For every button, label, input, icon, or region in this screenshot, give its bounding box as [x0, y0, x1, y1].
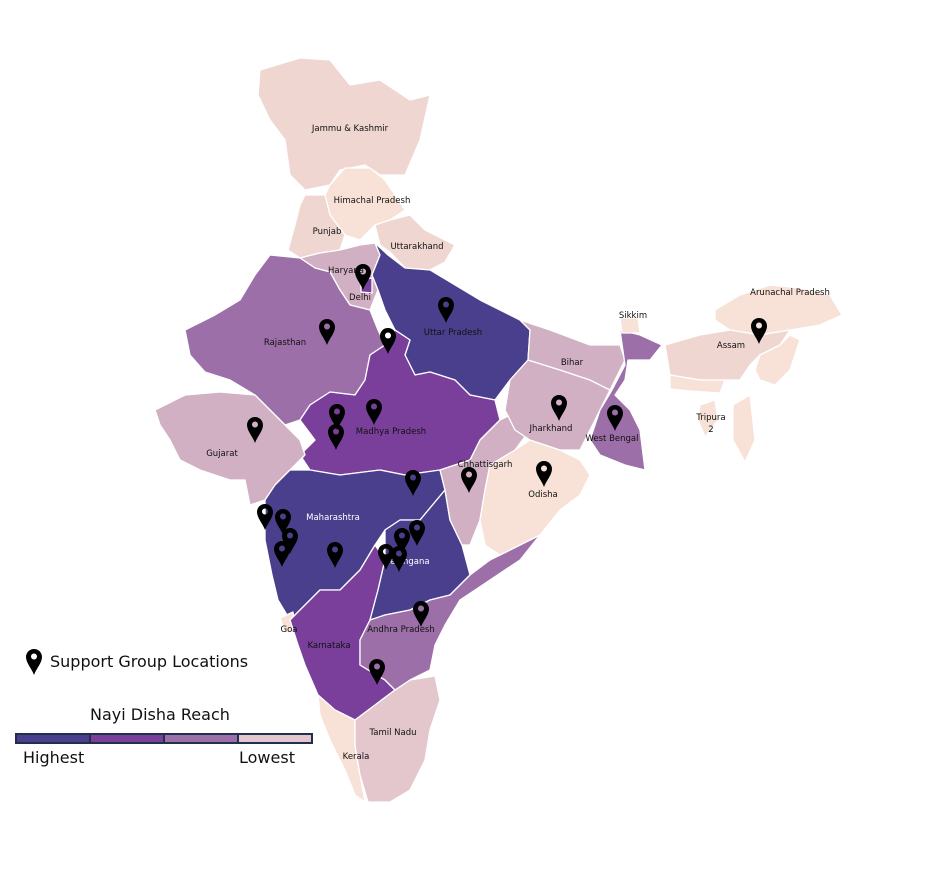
legend-swatch-3: [165, 735, 237, 742]
label-andhra-pradesh: Andhra Pradesh: [367, 625, 435, 635]
label-odisha: Odisha: [528, 490, 557, 500]
label-karnataka: Karnataka: [307, 641, 350, 651]
legend-high-label: Highest: [23, 748, 85, 767]
label-west-bengal: West Bengal: [585, 434, 638, 444]
legend-swatch-2: [91, 735, 163, 742]
legend-pin-icon: [26, 649, 42, 675]
label-gujarat: Gujarat: [206, 449, 238, 459]
label-arunachal-pradesh: Arunachal Pradesh: [750, 288, 830, 298]
label-assam: Assam: [717, 341, 745, 351]
label-delhi: Delhi: [349, 293, 371, 303]
legend-low-label: Lowest: [239, 748, 295, 767]
label-uttarakhand: Uttarakhand: [390, 242, 443, 252]
legend-swatch-lowest: [239, 735, 311, 742]
legend-pins-label: Support Group Locations: [50, 652, 249, 671]
states: [154, 57, 843, 803]
state-arunachal-pradesh[interactable]: [714, 284, 843, 336]
label-jammu-kashmir: Jammu & Kashmir: [311, 124, 389, 134]
state-sikkim[interactable]: [619, 317, 641, 334]
label-tripura-value: 2: [708, 425, 713, 435]
label-sikkim: Sikkim: [619, 311, 647, 321]
legend-swatch-highest: [17, 735, 89, 742]
label-bihar: Bihar: [561, 358, 584, 368]
state-uttarakhand[interactable]: [374, 214, 456, 271]
label-kerala: Kerala: [343, 752, 370, 762]
label-madhya-pradesh: Madhya Pradesh: [356, 427, 426, 437]
legend-scale-title: Nayi Disha Reach: [90, 705, 230, 724]
state-tripura[interactable]: [697, 399, 719, 438]
label-uttar-pradesh: Uttar Pradesh: [424, 328, 482, 338]
label-jharkhand: Jharkhand: [529, 424, 573, 434]
legend-color-scale: [15, 733, 313, 744]
state-jammu-kashmir[interactable]: [257, 57, 431, 191]
label-telangana: Telangana: [385, 557, 429, 567]
label-goa: Goa: [281, 625, 298, 635]
label-tripura: Tripura: [695, 413, 725, 423]
state-kerala[interactable]: [317, 694, 366, 803]
state-odisha[interactable]: [479, 439, 591, 556]
label-tamil-nadu: Tamil Nadu: [368, 728, 416, 738]
state-mizoram[interactable]: [732, 394, 756, 463]
state-bihar[interactable]: [519, 319, 626, 391]
label-maharashtra: Maharashtra: [306, 513, 360, 523]
label-punjab: Punjab: [313, 227, 342, 237]
label-himachal-pradesh: Himachal Pradesh: [334, 196, 411, 206]
state-nagaland-manipur[interactable]: [754, 334, 801, 386]
state-labels: Jammu & Kashmir Himachal Pradesh Punjab …: [206, 124, 830, 762]
state-west-bengal[interactable]: [589, 329, 663, 471]
state-meghalaya[interactable]: [669, 374, 726, 394]
label-chhattisgarh: Chhattisgarh: [458, 460, 513, 470]
label-haryana: Haryana: [328, 266, 364, 276]
state-andhra-pradesh[interactable]: [359, 534, 541, 691]
label-rajasthan: Rajasthan: [264, 338, 306, 348]
